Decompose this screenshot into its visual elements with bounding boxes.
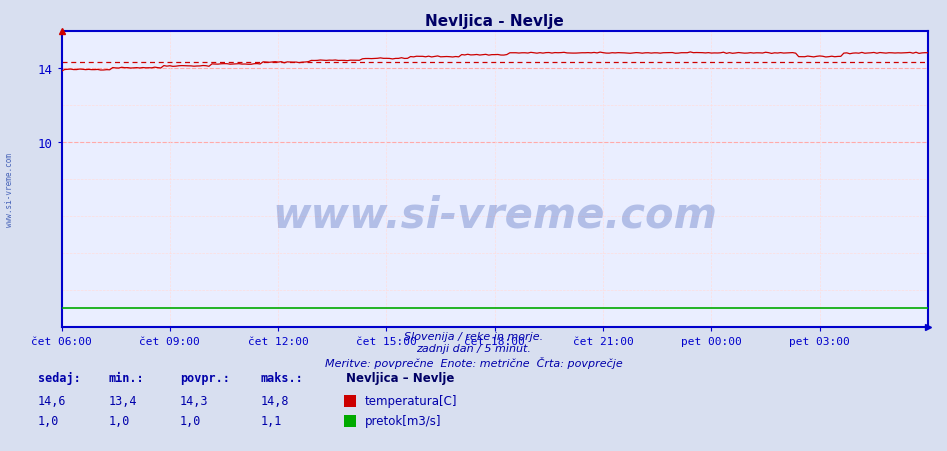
Text: sedaj:: sedaj: bbox=[38, 371, 80, 384]
Text: maks.:: maks.: bbox=[260, 371, 303, 384]
Text: zadnji dan / 5 minut.: zadnji dan / 5 minut. bbox=[416, 344, 531, 354]
Text: 14,3: 14,3 bbox=[180, 394, 208, 407]
Text: Nevljica – Nevlje: Nevljica – Nevlje bbox=[346, 371, 454, 384]
Text: 1,1: 1,1 bbox=[260, 414, 282, 427]
Text: pretok[m3/s]: pretok[m3/s] bbox=[365, 414, 441, 427]
Text: min.:: min.: bbox=[109, 371, 145, 384]
Text: 1,0: 1,0 bbox=[180, 414, 202, 427]
Text: temperatura[C]: temperatura[C] bbox=[365, 394, 457, 407]
Text: www.si-vreme.com: www.si-vreme.com bbox=[5, 152, 14, 226]
Title: Nevljica - Nevlje: Nevljica - Nevlje bbox=[425, 14, 564, 29]
Text: 14,8: 14,8 bbox=[260, 394, 289, 407]
Text: 14,6: 14,6 bbox=[38, 394, 66, 407]
Text: 1,0: 1,0 bbox=[38, 414, 60, 427]
Text: 13,4: 13,4 bbox=[109, 394, 137, 407]
Text: Slovenija / reke in morje.: Slovenija / reke in morje. bbox=[404, 331, 543, 341]
Text: www.si-vreme.com: www.si-vreme.com bbox=[273, 194, 717, 236]
Text: 1,0: 1,0 bbox=[109, 414, 131, 427]
Text: Meritve: povprečne  Enote: metrične  Črta: povprečje: Meritve: povprečne Enote: metrične Črta:… bbox=[325, 356, 622, 368]
Text: povpr.:: povpr.: bbox=[180, 371, 230, 384]
